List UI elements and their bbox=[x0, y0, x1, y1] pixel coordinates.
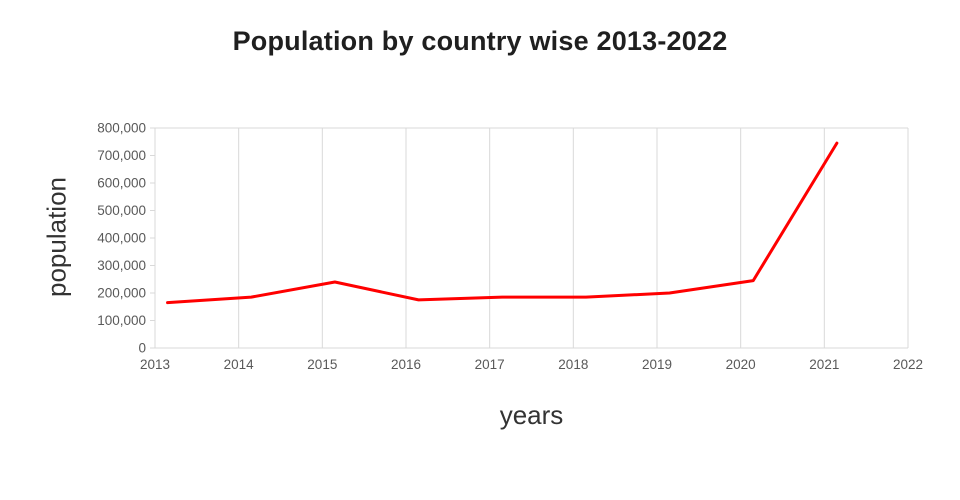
x-tick-label: 2013 bbox=[140, 357, 170, 372]
x-tick-label: 2014 bbox=[224, 357, 255, 372]
x-tick-label: 2021 bbox=[809, 357, 839, 372]
chart-title: Population by country wise 2013-2022 bbox=[232, 26, 728, 56]
y-tick-label: 0 bbox=[138, 341, 146, 356]
y-tick-label: 100,000 bbox=[97, 313, 146, 328]
y-tick-label: 700,000 bbox=[97, 148, 146, 163]
x-tick-label: 2022 bbox=[893, 357, 923, 372]
population-series-line bbox=[166, 141, 839, 305]
x-tick-label: 2015 bbox=[307, 357, 337, 372]
x-tick-label: 2020 bbox=[726, 357, 756, 372]
x-tick-label: 2017 bbox=[475, 357, 505, 372]
y-tick-label: 400,000 bbox=[97, 231, 146, 246]
x-axis-title: years bbox=[499, 400, 564, 430]
y-tick-label: 300,000 bbox=[97, 258, 146, 273]
y-tick-label: 600,000 bbox=[97, 176, 146, 191]
x-tick-label: 2018 bbox=[558, 357, 588, 372]
y-tick-label: 800,000 bbox=[97, 121, 146, 136]
x-tick-label: 2016 bbox=[391, 357, 421, 372]
y-tick-label: 200,000 bbox=[97, 286, 146, 301]
x-tick-label: 2019 bbox=[642, 357, 672, 372]
y-tick-label: 500,000 bbox=[97, 203, 146, 218]
